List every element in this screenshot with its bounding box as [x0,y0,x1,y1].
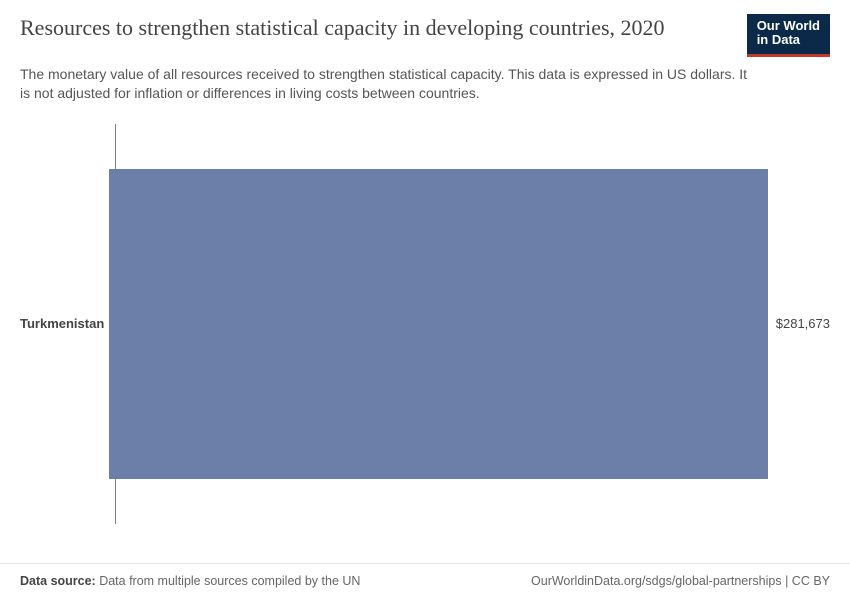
owid-logo: Our World in Data [747,14,830,57]
bar [109,169,768,479]
page-title: Resources to strengthen statistical capa… [20,14,665,42]
chart-area: Turkmenistan $281,673 [20,124,830,524]
logo-line2: in Data [757,33,820,47]
data-source: Data source: Data from multiple sources … [20,574,360,588]
footer: Data source: Data from multiple sources … [0,563,850,600]
attribution-text: OurWorldinData.org/sdgs/global-partnersh… [531,574,830,588]
page-subtitle: The monetary value of all resources rece… [0,57,780,104]
logo-line1: Our World [757,19,820,33]
source-text: Data from multiple sources compiled by t… [96,574,361,588]
source-prefix: Data source: [20,574,96,588]
bar-category-label: Turkmenistan [20,316,108,331]
bar-value-label: $281,673 [768,316,830,331]
bar-row: Turkmenistan $281,673 [20,169,830,479]
